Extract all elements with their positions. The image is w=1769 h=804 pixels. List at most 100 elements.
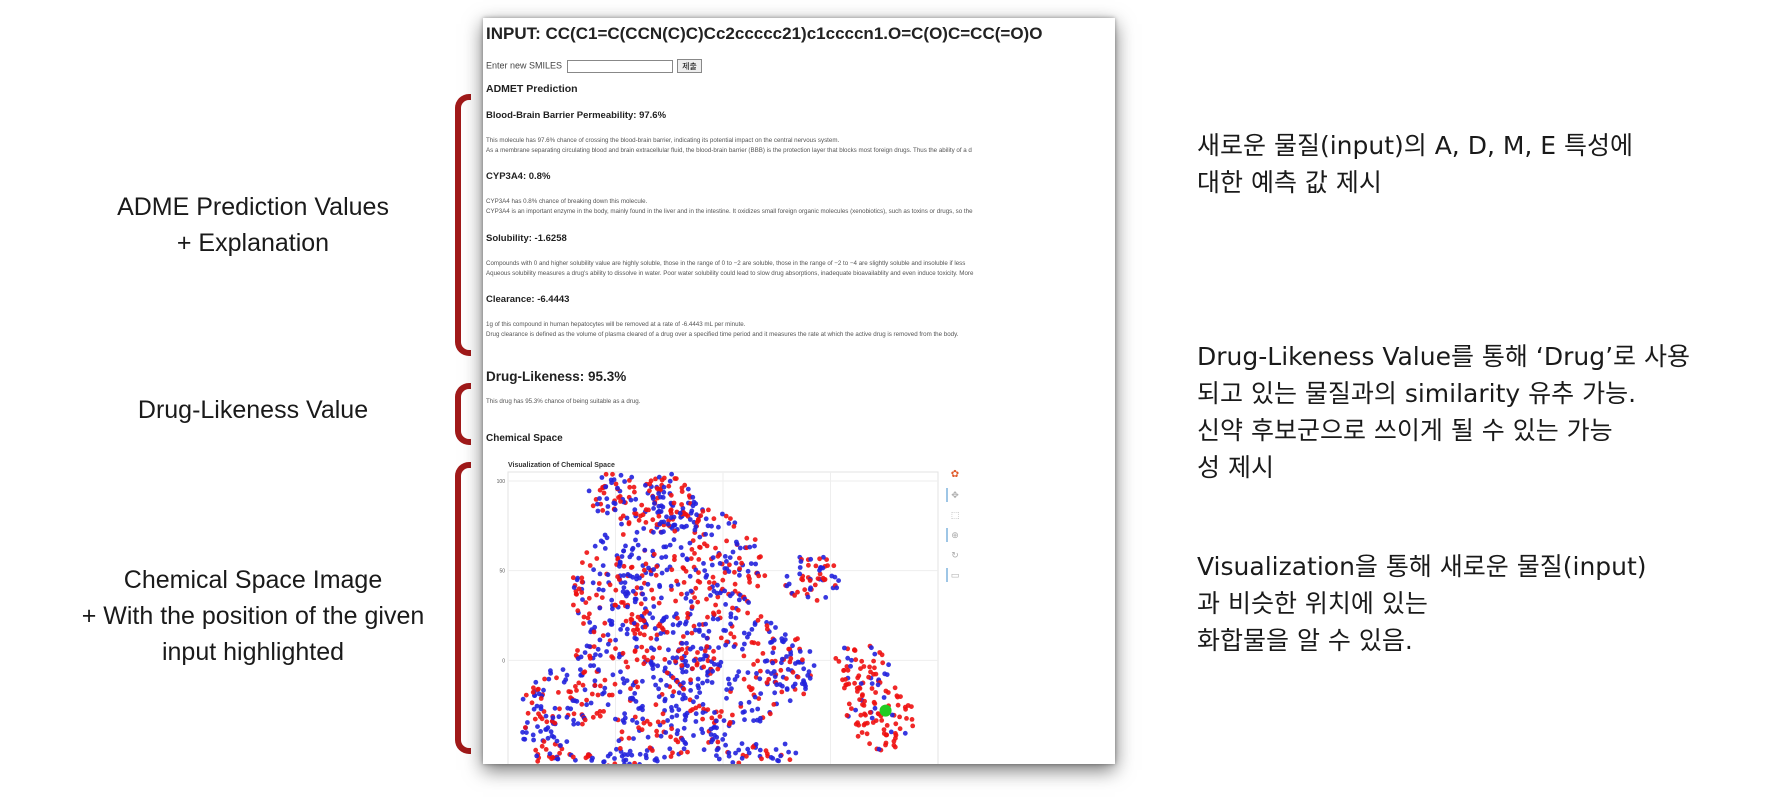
scatter-point: [644, 648, 650, 654]
scatter-point: [548, 729, 554, 735]
scatter-point: [784, 686, 790, 691]
scatter-point: [855, 689, 860, 694]
scatter-point: [597, 652, 603, 658]
scatter-point: [656, 513, 662, 519]
clearance-text-line: 1g of this compound in human hepatocytes…: [486, 321, 746, 328]
smiles-input[interactable]: [566, 59, 673, 73]
scatter-point: [758, 715, 763, 721]
scatter-point: [605, 504, 611, 509]
scatter-point: [698, 646, 704, 651]
scatter-point: [719, 709, 724, 714]
scatter-point: [736, 747, 742, 753]
scatter-point: [629, 752, 635, 758]
scatter-point: [557, 706, 562, 712]
scatter-point: [670, 693, 675, 699]
scatter-point: [772, 674, 778, 679]
scatter-point: [634, 720, 640, 726]
save-icon[interactable]: ▭: [950, 570, 960, 580]
scatter-point: [634, 657, 640, 663]
scatter-point: [693, 711, 699, 717]
scatter-point: [853, 657, 859, 663]
scatter-point: [784, 573, 790, 579]
chemical-space-chart[interactable]: Visualization of Chemical Space 100 50 0: [486, 458, 946, 764]
scatter-point: [674, 655, 680, 661]
scatter-point: [587, 563, 593, 568]
scatter-point: [670, 750, 675, 756]
scatter-point: [647, 721, 653, 727]
druglikeness-description-line: Drug-Likeness Value를 통해 ‘Drug’로 사용: [1197, 342, 1690, 371]
scatter-point: [600, 508, 606, 513]
scatter-point: [701, 633, 706, 638]
scatter-point: [643, 482, 648, 488]
scatter-point: [729, 686, 734, 691]
scatter-point: [657, 582, 662, 588]
scatter-point: [620, 676, 626, 682]
scatter-point: [673, 703, 679, 709]
scatter-point: [605, 702, 611, 708]
scatter-point: [732, 581, 738, 587]
scatter-point: [869, 681, 875, 686]
chemical-space-heading: Chemical Space: [486, 433, 563, 444]
scatter-point: [845, 655, 851, 661]
scatter-point: [741, 653, 747, 659]
scatter-point: [655, 719, 661, 725]
scatter-point: [667, 746, 673, 752]
scatter-point: [692, 551, 697, 556]
scatter-point: [681, 634, 686, 639]
visualization-description: Visualization을 통해 새로운 물질(input) 과 비슷한 위치…: [1197, 548, 1647, 659]
scatter-point: [584, 550, 590, 555]
scatter-point: [751, 718, 756, 723]
scatter-point: [580, 597, 585, 602]
box-zoom-icon[interactable]: ⬚: [950, 510, 960, 520]
scatter-point: [897, 726, 903, 732]
scatter-plot-svg[interactable]: Visualization of Chemical Space 100 50 0: [486, 458, 946, 764]
submit-button[interactable]: 제출: [677, 59, 702, 73]
scatter-point: [650, 615, 656, 621]
pan-icon[interactable]: ✥: [951, 490, 959, 500]
scatter-point: [782, 632, 788, 637]
scatter-point: [552, 720, 558, 726]
scatter-point: [806, 669, 812, 675]
scatter-point: [742, 717, 747, 723]
bokeh-logo-icon[interactable]: ✿: [950, 469, 960, 480]
scatter-point: [616, 495, 621, 500]
toolbar-active-bar: [946, 528, 948, 542]
scatter-point: [844, 713, 850, 718]
scatter-point: [756, 696, 762, 701]
scatter-point: [745, 670, 751, 675]
scatter-point: [635, 684, 641, 690]
scatter-point: [668, 583, 674, 589]
scatter-point: [694, 661, 700, 666]
scatter-point: [724, 538, 729, 544]
scatter-point: [667, 478, 673, 484]
scatter-point: [647, 488, 652, 494]
scatter-point: [628, 696, 633, 701]
scatter-point: [576, 586, 582, 592]
scatter-point: [859, 693, 865, 699]
scatter-point: [591, 644, 597, 649]
scatter-point: [709, 680, 715, 685]
scatter-point: [606, 763, 610, 764]
scatter-point: [558, 743, 563, 748]
input-point[interactable]: [879, 704, 892, 717]
scatter-point: [656, 686, 661, 692]
scatter-point: [858, 681, 864, 686]
scatter-point: [662, 696, 668, 702]
wheel-zoom-icon[interactable]: ⊕: [951, 530, 959, 540]
scatter-point: [613, 587, 619, 593]
scatter-point: [641, 632, 647, 638]
scatter-point: [723, 513, 729, 519]
scatter-point: [641, 654, 647, 660]
scatter-point: [660, 627, 666, 632]
scatter-point: [649, 587, 655, 593]
scatter-point: [696, 622, 702, 627]
scatter-point: [755, 617, 761, 623]
scatter-point: [638, 617, 643, 623]
reset-icon[interactable]: ↻: [951, 550, 959, 560]
scatter-point: [717, 714, 723, 719]
scatter-point: [844, 664, 850, 669]
scatter-point: [672, 476, 678, 481]
scatter-point: [609, 622, 615, 627]
scatter-point: [605, 572, 611, 578]
scatter-point: [560, 667, 566, 672]
